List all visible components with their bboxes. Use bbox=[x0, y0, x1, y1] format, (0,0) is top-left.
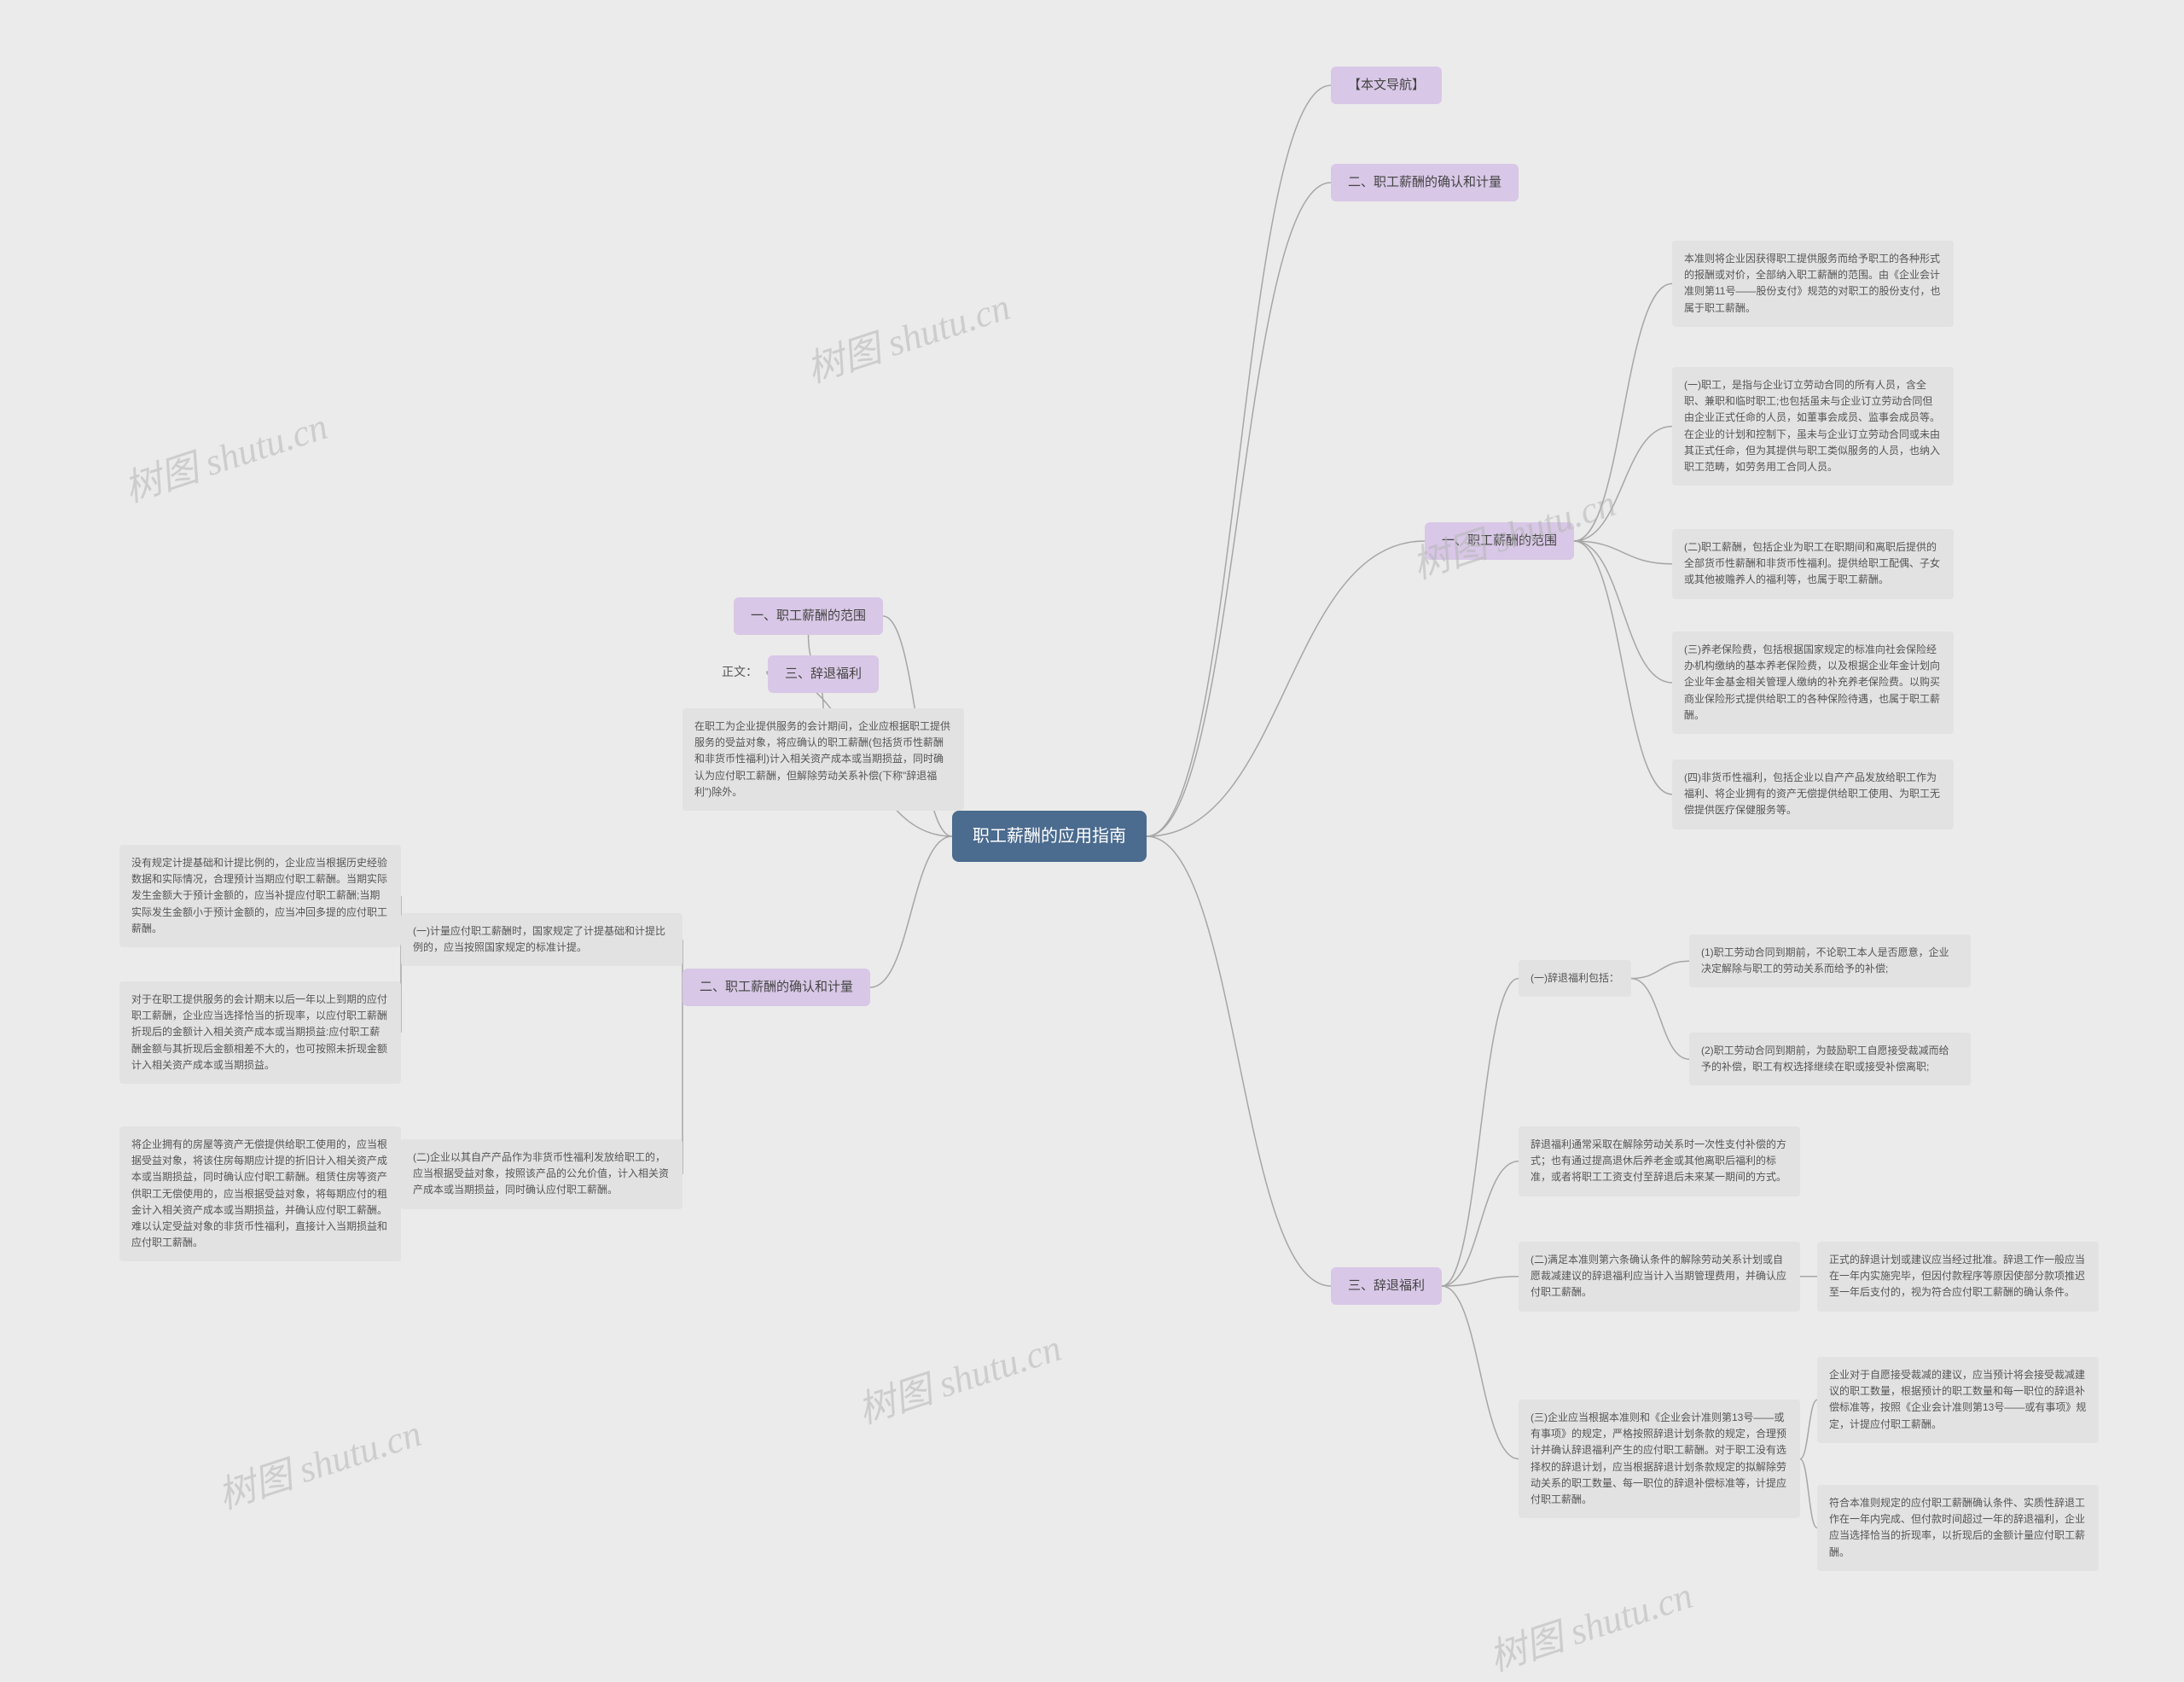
node-r3_3_d2: 符合本准则规定的应付职工薪酬确认条件、实质性辞退工作在一年内完成、但付款时间超过… bbox=[1817, 1485, 2099, 1571]
node-nav: 【本文导航】 bbox=[1331, 67, 1442, 104]
connector bbox=[1147, 836, 1331, 1286]
node-r1_4: (三)养老保险费，包括根据国家规定的标准向社会保险经办机构缴纳的基本养老保险费，… bbox=[1672, 631, 1954, 734]
root-label: 职工薪酬的应用指南 bbox=[973, 827, 1126, 846]
node-r3_3: (三)企业应当根据本准则和《企业会计准则第13号——或有事项》的规定，严格按照辞… bbox=[1519, 1400, 1800, 1518]
watermark: 树图 shutu.cn bbox=[850, 1317, 1067, 1434]
node-r3_1a_1: (1)职工劳动合同到期前，不论职工本人是否愿意，企业决定解除与职工的劳动关系而给… bbox=[1689, 934, 1971, 987]
connector bbox=[870, 836, 952, 987]
node-l_sec2: 二、职工薪酬的确认和计量 bbox=[682, 969, 870, 1006]
connector bbox=[1147, 85, 1331, 836]
watermark: 树图 shutu.cn bbox=[799, 276, 1016, 393]
node-l2_2: (二)企业以其自产产品作为非货币性福利发放给职工的，应当根据受益对象，按照该产品… bbox=[401, 1139, 682, 1209]
node-r1_3: (二)职工薪酬，包括企业为职工在职期间和离职后提供的全部货币性薪酬和非货币性福利… bbox=[1672, 529, 1954, 599]
node-l_sec1_note: 在职工为企业提供服务的会计期间，企业应根据职工提供服务的受益对象，将应确认的职工… bbox=[682, 708, 964, 811]
watermark: 树图 shutu.cn bbox=[210, 1402, 427, 1519]
node-r1_5: (四)非货币性福利，包括企业以自产产品发放给职工作为福利、将企业拥有的资产无偿提… bbox=[1672, 760, 1954, 829]
node-r3_1a_2: (2)职工劳动合同到期前，为鼓励职工自愿接受裁减而给予的补偿，职工有权选择继续在… bbox=[1689, 1033, 1971, 1085]
node-l2_2_d: 将企业拥有的房屋等资产无偿提供给职工使用的，应当根据受益对象，将该住房每期应计提… bbox=[119, 1126, 401, 1261]
node-r3_1a: (一)辞退福利包括： bbox=[1519, 960, 1631, 997]
connector bbox=[1574, 541, 1672, 564]
node-l_sec1: 一、职工薪酬的范围 bbox=[734, 597, 883, 635]
node-l2_1_d1: 没有规定计提基础和计提比例的，企业应当根据历史经验数据和实际情况，合理预计当期应… bbox=[119, 845, 401, 947]
node-r3_2: (二)满足本准则第六条确认条件的解除劳动关系计划或自愿裁减建议的辞退福利应当计入… bbox=[1519, 1242, 1800, 1312]
watermark: 树图 shutu.cn bbox=[1481, 1564, 1699, 1681]
connector bbox=[1800, 1459, 1817, 1528]
node-r_sec3: 三、辞退福利 bbox=[1331, 1267, 1442, 1305]
connector bbox=[1574, 283, 1672, 541]
node-r_sec1: 一、职工薪酬的范围 bbox=[1425, 522, 1574, 560]
connector bbox=[1631, 961, 1689, 978]
connector bbox=[1631, 979, 1689, 1060]
connector bbox=[1574, 541, 1672, 794]
node-r1_1: 本准则将企业因获得职工提供服务而给予职工的各种形式的报酬或对价，全部纳入职工薪酬… bbox=[1672, 241, 1954, 327]
connector bbox=[1442, 1286, 1519, 1459]
node-r3_2_d: 正式的辞退计划或建议应当经过批准。辞退工作一般应当在一年内实施完毕，但因付款程序… bbox=[1817, 1242, 2099, 1312]
node-l2_1: (一)计量应付职工薪酬时，国家规定了计提基础和计提比例的，应当按照国家规定的标准… bbox=[401, 913, 682, 966]
connector bbox=[1800, 1400, 1817, 1458]
connector bbox=[1574, 541, 1672, 683]
connector bbox=[1442, 1277, 1519, 1286]
watermark: 树图 shutu.cn bbox=[116, 395, 334, 512]
node-l_sec3: 三、辞退福利 bbox=[768, 655, 879, 693]
connector bbox=[1442, 979, 1519, 1286]
node-r1_2: (一)职工，是指与企业订立劳动合同的所有人员，含全职、兼职和临时职工;也包括虽未… bbox=[1672, 367, 1954, 486]
mindmap-root: 职工薪酬的应用指南 bbox=[952, 811, 1147, 862]
connector bbox=[1442, 1161, 1519, 1286]
node-r3_1b: 辞退福利通常采取在解除劳动关系时一次性支付补偿的方式；也有通过提高退休后养老金或… bbox=[1519, 1126, 1800, 1196]
node-sec2a: 二、职工薪酬的确认和计量 bbox=[1331, 164, 1519, 201]
connector bbox=[1147, 541, 1425, 836]
node-l_zw: 正文： bbox=[713, 657, 766, 686]
node-l2_1_d2: 对于在职工提供服务的会计期末以后一年以上到期的应付职工薪酬，企业应当选择恰当的折… bbox=[119, 981, 401, 1084]
connector bbox=[1147, 183, 1331, 836]
connector bbox=[1574, 427, 1672, 541]
node-r3_3_d1: 企业对于自愿接受裁减的建议，应当预计将会接受裁减建议的职工数量，根据预计的职工数… bbox=[1817, 1357, 2099, 1443]
